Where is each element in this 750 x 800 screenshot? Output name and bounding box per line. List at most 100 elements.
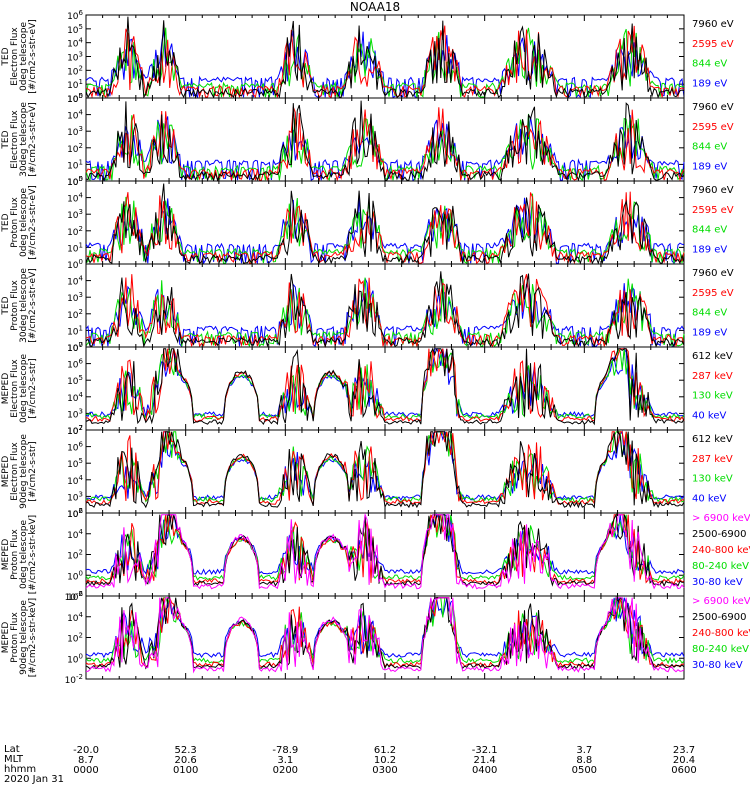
series-7960-ev [85, 271, 685, 348]
y-tick-label: 101 [67, 158, 83, 171]
y-axis-label: MEPEDProton Flux90deg telescope[#/cm2-s-… [1, 598, 38, 677]
y-tick-label: 105 [67, 92, 83, 105]
x-tick-label-mlt: 8.7 [78, 755, 94, 766]
series-844-ev [85, 113, 685, 182]
y-tick-label: 106 [67, 358, 83, 371]
series-189-ev [85, 197, 685, 265]
y-tick-label: 106 [67, 590, 83, 603]
legend-entry: 189 eV [692, 327, 727, 338]
series-trace [85, 348, 685, 423]
series-130-kev [85, 431, 685, 504]
y-tick-label: 104 [67, 275, 83, 288]
y-tick-label: 106 [67, 507, 83, 520]
legend-entry: 612 keV [692, 351, 733, 362]
x-tick-label-lat: -78.9 [272, 745, 298, 756]
series-287-kev [85, 431, 685, 506]
legend-entry: 40 keV [692, 410, 726, 421]
y-tick-label: 105 [67, 23, 83, 36]
y-tick-label: 102 [67, 507, 83, 520]
mlt-row-label: MLT [4, 754, 23, 765]
y-axis-label: MEPEDProton Flux0deg telescope[#/cm2-s-s… [1, 515, 38, 594]
series-189-ev [85, 278, 685, 348]
y-tick-label: 10-2 [65, 590, 83, 603]
y-tick-label: 101 [67, 324, 83, 337]
legend-entry: 844 eV [692, 225, 727, 236]
series-trace [85, 348, 685, 421]
x-tick-label-mlt: 3.1 [277, 755, 293, 766]
y-tick-label: 100 [67, 92, 83, 105]
y-tick-label: 103 [67, 51, 83, 64]
series-trace [85, 431, 685, 504]
legend-entry: 240-800 keV [692, 628, 750, 639]
hhmm-row-label: hhmm [4, 764, 37, 775]
legend-entry: 844 eV [692, 308, 727, 319]
y-tick-label: 104 [67, 474, 83, 487]
series-2595-ev [85, 191, 685, 265]
y-axis-label: TEDElectron Flux30deg telescope[#/cm2-s-… [1, 102, 38, 177]
y-tick-label: 101 [67, 241, 83, 254]
x-tick-label-mlt: 20.4 [673, 755, 695, 766]
legend-entry: 40 keV [692, 493, 726, 504]
y-tick-label: 104 [67, 611, 83, 624]
y-axis-label: TEDElectron Flux0deg telescope[#/cm2-s-s… [1, 19, 38, 94]
series-trace [85, 430, 685, 502]
x-tick-label-hhmm: 0500 [572, 765, 597, 776]
date-label: 2020 Jan 31 [4, 774, 64, 785]
series-trace [85, 596, 685, 674]
x-tick-label-hhmm: 0100 [173, 765, 198, 776]
series-40-kev [85, 430, 685, 502]
y-tick-label: 103 [67, 291, 83, 304]
y-tick-label: 106 [67, 9, 83, 22]
series-trace [85, 274, 685, 349]
panel-6: 102 103 104 105 106 107 MEPEDElectron Flux90de… [1, 424, 733, 520]
y-tick-label: 102 [67, 142, 83, 155]
y-tick-label: 102 [67, 632, 83, 645]
legend-entry: 612 keV [692, 434, 733, 445]
x-tick-label-lat: 23.7 [673, 745, 695, 756]
y-tick-label: 101 [67, 78, 83, 91]
lat-row-label: Lat [4, 744, 20, 755]
legend-entry: 189 eV [692, 244, 727, 255]
x-tick-label-hhmm: 0600 [671, 765, 696, 776]
x-tick-label-hhmm: 0000 [73, 765, 98, 776]
y-tick-label: 102 [67, 549, 83, 562]
series-30-80-kev [85, 596, 685, 659]
y-tick-label: 103 [67, 407, 83, 420]
series-2595-ev [85, 274, 685, 349]
series-trace [85, 512, 685, 590]
panel-7: 10-2 100 102 104 106 MEPEDProton Flux0deg tel… [1, 507, 750, 603]
y-tick-label: 103 [67, 125, 83, 138]
y-tick-label: 102 [67, 424, 83, 437]
series-trace [85, 512, 685, 588]
y-tick-label: 102 [67, 308, 83, 321]
y-tick-label: 107 [67, 424, 83, 437]
series-2500-6900 [85, 512, 685, 588]
x-tick-label-lat: 52.3 [175, 745, 197, 756]
y-tick-label: 104 [67, 37, 83, 50]
series-trace [85, 277, 685, 348]
page-title: NOAA18 [349, 0, 401, 14]
series-287-kev [85, 348, 685, 423]
y-tick-label: 100 [67, 652, 83, 665]
panel-4: 100 101 102 103 104 TEDProton Flux30deg teles… [1, 263, 734, 354]
x-tick-label-mlt: 10.2 [374, 755, 396, 766]
legend-entry: 844 eV [692, 59, 727, 70]
panel-2: 100 101 102 103 104 105 TEDElectron Flux30deg … [1, 92, 734, 188]
series-trace [85, 278, 685, 348]
legend-entry: 7960 eV [692, 102, 734, 113]
series-trace [85, 197, 685, 265]
legend-entry: 844 eV [692, 142, 727, 153]
legend-entry: 7960 eV [692, 268, 734, 279]
x-tick-label-lat: -32.1 [472, 745, 498, 756]
legend-entry: 287 keV [692, 371, 733, 382]
y-tick-label: 104 [67, 391, 83, 404]
legend-entry: 130 keV [692, 474, 733, 485]
series-trace [85, 193, 685, 265]
legend-entry: 2500-6900 [692, 529, 747, 540]
x-tick-label-lat: 3.7 [576, 745, 592, 756]
series-130-kev [85, 348, 685, 421]
series-240-800-kev [85, 597, 685, 668]
series-trace [85, 113, 685, 182]
legend-entry: 7960 eV [692, 19, 734, 30]
